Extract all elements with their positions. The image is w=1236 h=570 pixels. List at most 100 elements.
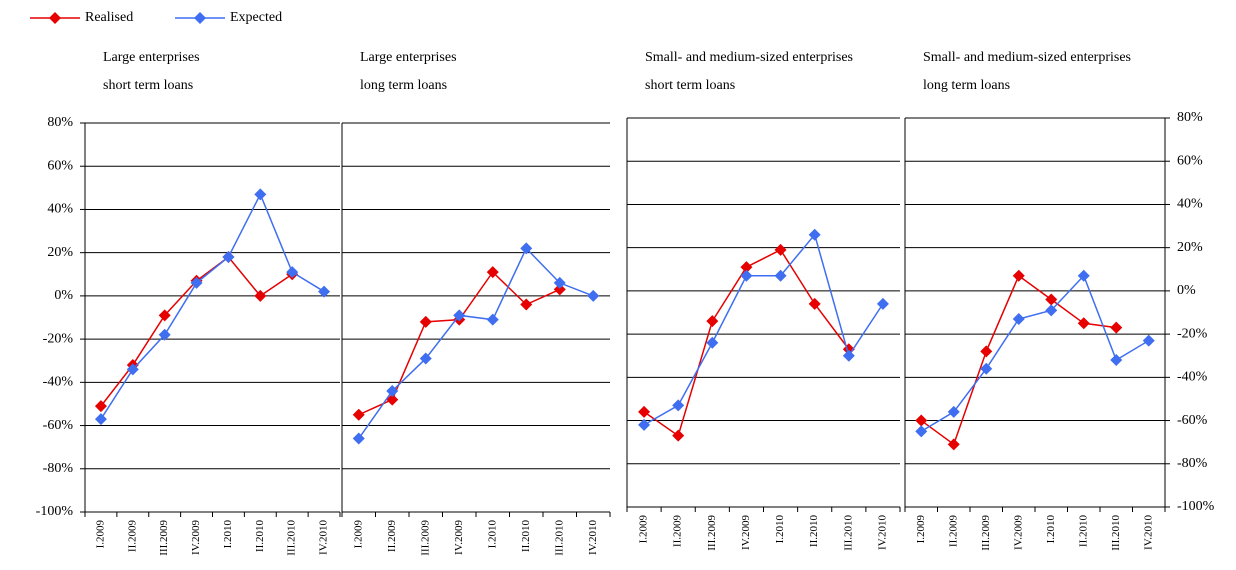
point-marker	[520, 298, 533, 311]
point-marker	[842, 349, 855, 362]
point-marker	[587, 289, 600, 302]
legend-label: Expected	[230, 10, 282, 25]
x-tick-label: IV.2009	[190, 520, 202, 555]
y-tick-label: 80%	[1177, 110, 1203, 125]
point-marker	[286, 266, 299, 279]
point-marker	[553, 276, 566, 289]
point-marker	[1012, 269, 1025, 282]
legend-marker	[194, 12, 206, 24]
point-marker	[318, 285, 331, 298]
x-tick-label: II.2010	[520, 520, 532, 553]
y-tick-label: -20%	[43, 331, 74, 346]
series-line	[100, 192, 325, 420]
x-tick-label: IV.2009	[453, 520, 465, 555]
point-marker	[419, 352, 432, 365]
x-tick-label: II.2010	[808, 515, 820, 548]
x-tick-label: III.2010	[1110, 515, 1122, 551]
y-tick-label: -20%	[1177, 326, 1208, 341]
point-marker	[740, 261, 753, 274]
point-marker	[254, 188, 267, 201]
point-marker	[915, 414, 928, 427]
point-marker	[486, 313, 499, 326]
point-marker	[1077, 269, 1090, 282]
x-tick-label: III.2010	[286, 520, 298, 556]
point-marker	[94, 413, 107, 426]
point-marker	[553, 283, 566, 296]
point-marker	[126, 363, 139, 376]
x-tick-label: III.2010	[842, 515, 854, 551]
point-marker	[1012, 312, 1025, 325]
point-marker	[915, 425, 928, 438]
panel-title: Small- and medium-sized enterprises	[645, 50, 853, 65]
point-marker	[1110, 354, 1123, 367]
x-tick-label: II.2009	[947, 515, 959, 548]
point-marker	[808, 297, 821, 310]
point-marker	[1142, 334, 1155, 347]
point-marker	[672, 399, 685, 412]
x-tick-label: IV.2010	[318, 520, 330, 555]
point-marker	[947, 405, 960, 418]
x-tick-label: I.2010	[222, 520, 234, 549]
y-tick-label: -60%	[43, 418, 74, 433]
panel-title: long term loans	[360, 78, 447, 93]
series-line	[920, 274, 1150, 433]
x-tick-label: IV.2010	[587, 520, 599, 555]
x-tick-label: IV.2010	[876, 515, 888, 550]
y-tick-label: 40%	[47, 202, 73, 217]
point-marker	[808, 228, 821, 241]
x-tick-label: III.2009	[706, 515, 718, 551]
panel-title: Large enterprises	[103, 50, 200, 65]
y-tick-label: -80%	[43, 461, 74, 476]
point-marker	[706, 315, 719, 328]
x-tick-label: III.2010	[553, 520, 565, 556]
y-tick-label: 0%	[54, 288, 73, 303]
point-marker	[94, 400, 107, 413]
point-marker	[774, 243, 787, 256]
point-marker	[980, 345, 993, 358]
point-marker	[876, 297, 889, 310]
x-tick-label: II.2009	[126, 520, 138, 553]
point-marker	[947, 438, 960, 451]
y-tick-label: -40%	[1177, 370, 1208, 385]
x-tick-label: I.2010	[774, 515, 786, 544]
series-line	[358, 247, 594, 439]
point-marker	[1110, 321, 1123, 334]
point-marker	[352, 408, 365, 421]
x-tick-label: I.2010	[1045, 515, 1057, 544]
point-marker	[740, 269, 753, 282]
y-tick-label: 40%	[1177, 197, 1203, 212]
point-marker	[386, 384, 399, 397]
point-marker	[638, 418, 651, 431]
x-tick-label: III.2009	[419, 520, 431, 556]
point-marker	[672, 429, 685, 442]
y-tick-label: -40%	[43, 375, 74, 390]
x-tick-label: II.2009	[386, 520, 398, 553]
point-marker	[520, 242, 533, 255]
point-marker	[254, 289, 267, 302]
x-tick-label: IV.2010	[1142, 515, 1154, 550]
y-tick-label: -80%	[1177, 456, 1208, 471]
x-tick-label: I.2009	[94, 520, 106, 549]
x-tick-label: IV.2009	[1012, 515, 1024, 550]
point-marker	[774, 269, 787, 282]
x-tick-label: III.2009	[158, 520, 170, 556]
point-marker	[638, 405, 651, 418]
x-tick-label: I.2009	[915, 515, 927, 544]
point-marker	[980, 362, 993, 375]
series-line	[643, 233, 884, 426]
point-marker	[706, 336, 719, 349]
x-tick-label: III.2009	[980, 515, 992, 551]
point-marker	[386, 393, 399, 406]
panel-title: short term loans	[103, 78, 193, 93]
panel-title: Large enterprises	[360, 50, 457, 65]
y-tick-label: 60%	[47, 158, 73, 173]
y-tick-label: 80%	[47, 115, 73, 130]
panel-title: long term loans	[923, 78, 1010, 93]
point-marker	[158, 309, 171, 322]
y-tick-label: 20%	[1177, 240, 1203, 255]
y-tick-label: -60%	[1177, 413, 1208, 428]
point-marker	[1045, 304, 1058, 317]
legend-marker	[49, 12, 61, 24]
x-tick-label: I.2010	[486, 520, 498, 549]
